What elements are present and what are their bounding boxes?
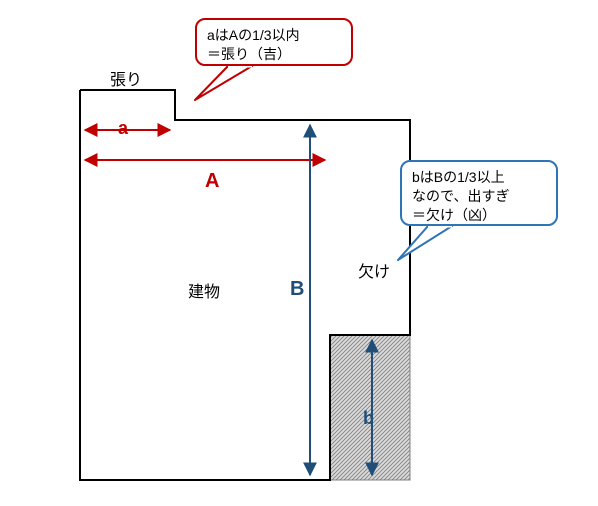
label-kake: 欠け — [358, 258, 390, 282]
callout-kake-line1: bはBの1/3以上 — [412, 168, 546, 187]
label-hari-top: 張り — [110, 66, 142, 90]
dim-A-label: A — [205, 170, 219, 193]
diagram-svg — [0, 0, 598, 506]
diagram-stage: aはAの1/3以内 ＝張り（吉） bはBの1/3以上 なので、出すぎ ＝欠け（凶… — [0, 0, 598, 506]
dim-B-label: B — [290, 278, 304, 301]
callout-kake-line3: ＝欠け（凶） — [412, 206, 546, 225]
label-building: 建物 — [188, 278, 220, 302]
dim-b-label: b — [363, 408, 374, 429]
callout-kake-line2: なので、出すぎ — [412, 187, 546, 206]
callout-hari-line2: ＝張り（吉） — [207, 45, 341, 64]
callout-kake: bはBの1/3以上 なので、出すぎ ＝欠け（凶） — [400, 160, 558, 226]
dim-a-label: a — [118, 118, 128, 139]
callout-hari-line1: aはAの1/3以内 — [207, 26, 341, 45]
callout-hari: aはAの1/3以内 ＝張り（吉） — [195, 18, 353, 66]
